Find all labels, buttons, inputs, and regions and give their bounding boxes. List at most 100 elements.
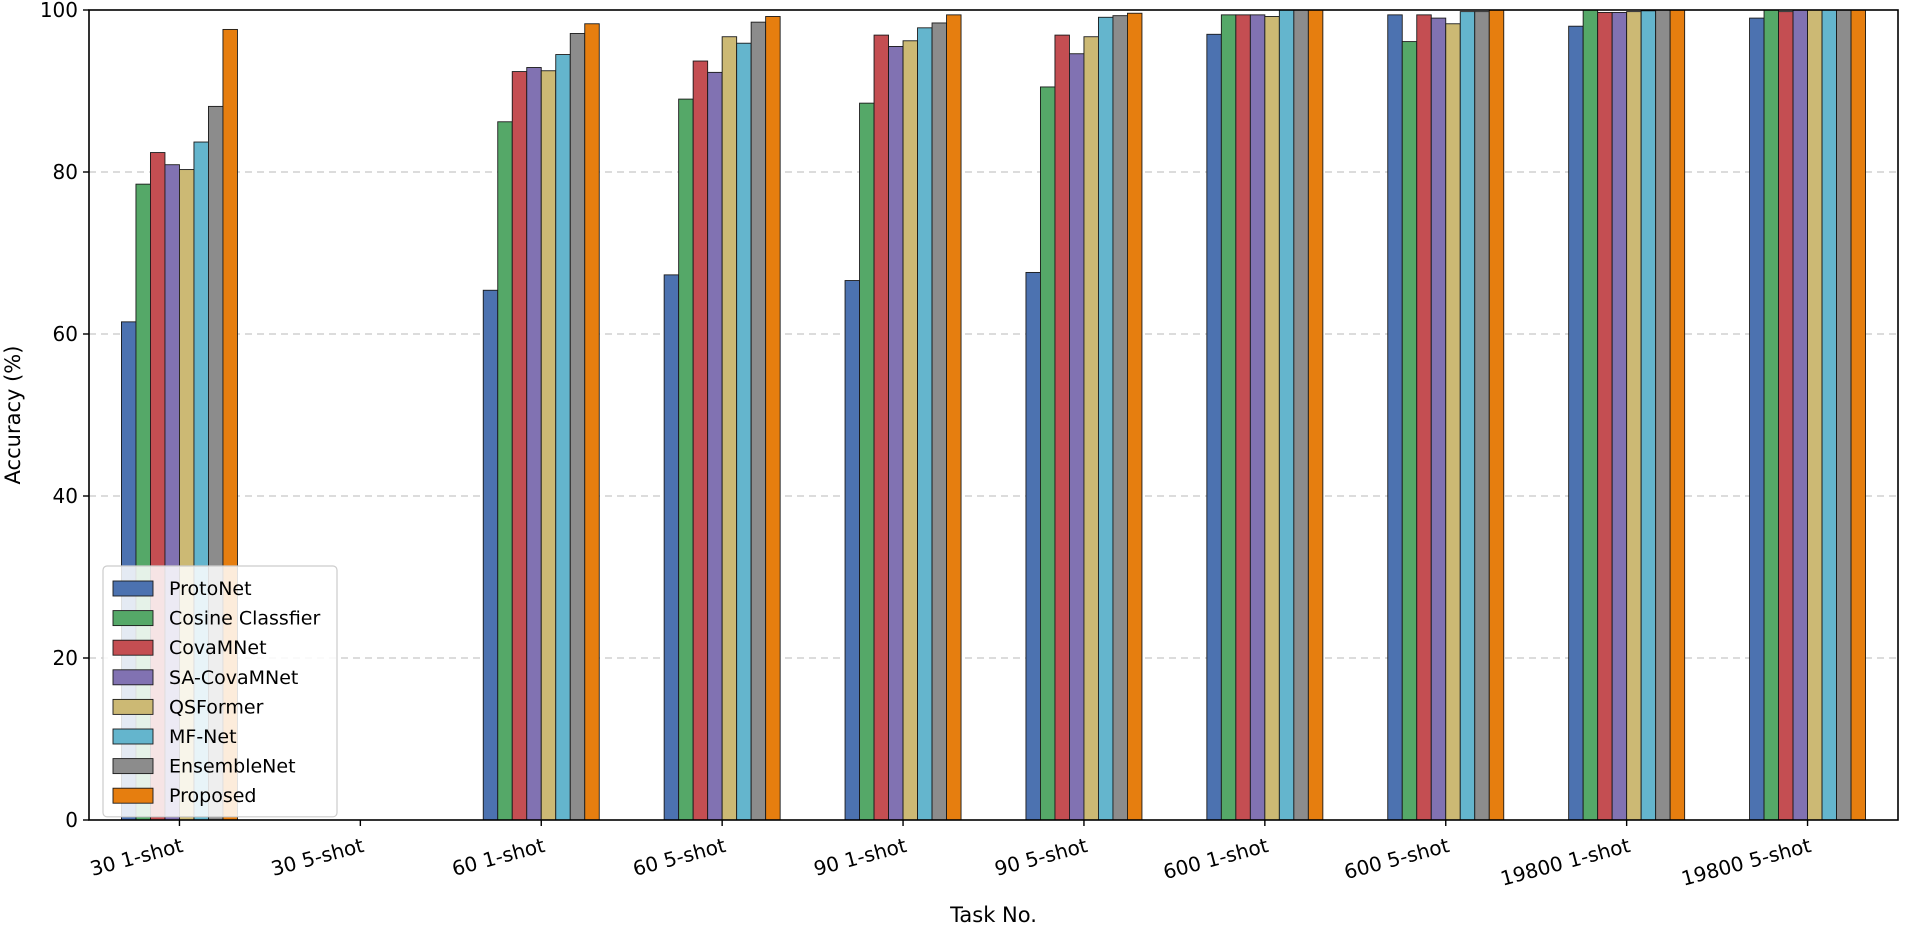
legend-label: QSFormer: [169, 696, 264, 718]
bar-cosine-classfier-3: [678, 98, 694, 821]
bar-protonet-2: [482, 289, 499, 821]
x-tick-label: 19800 5-shot: [1679, 833, 1814, 891]
bar-proposed-7: [1488, 9, 1505, 821]
bar-proposed-6: [1307, 9, 1324, 821]
bar-ensemblenet-6: [1293, 9, 1309, 821]
bar-mf-net-6: [1278, 9, 1295, 821]
bar-proposed-9: [1850, 9, 1867, 821]
plot-frame: [88, 9, 1899, 821]
x-axis: 30 1-shot 30 5-shot 60 1-shot 60 5-shot 90 1…: [88, 820, 1814, 891]
bar-qsformer-3: [721, 36, 738, 821]
x-tick-label: 90 1-shot: [811, 833, 909, 881]
legend-label: CovaMNet: [169, 637, 267, 659]
bar-qsformer-9: [1807, 9, 1823, 821]
y-axis: 0 20 40 60 80 100: [40, 0, 89, 832]
legend-label: MF-Net: [169, 726, 237, 748]
legend-label: EnsembleNet: [169, 756, 296, 778]
bar-protonet-8: [1568, 25, 1584, 821]
y-tick-label: 100: [40, 0, 78, 22]
bar-proposed-2: [584, 23, 600, 821]
bar-cosine-classfier-9: [1763, 9, 1780, 821]
bar-qsformer-7: [1445, 23, 1461, 821]
legend-label: Cosine Classfier: [169, 608, 320, 630]
y-tick-label: 0: [65, 808, 78, 832]
bar-protonet-6: [1206, 33, 1222, 821]
legend-swatch: [112, 728, 154, 745]
legend-swatch: [112, 669, 154, 686]
bar-mf-net-8: [1640, 10, 1657, 821]
bar-qsformer-5: [1083, 36, 1099, 821]
x-tick-label: 60 5-shot: [630, 833, 728, 881]
y-tick-label: 60: [53, 322, 78, 346]
y-tick-label: 80: [53, 160, 78, 184]
bar-ensemblenet-5: [1112, 15, 1128, 821]
bar-cosine-classfier-4: [859, 102, 875, 821]
x-tick-label: 19800 1-shot: [1498, 833, 1633, 891]
bar-qsformer-2: [540, 70, 557, 821]
bar-covamnet-8: [1597, 11, 1613, 821]
bar-covamnet-4: [873, 34, 889, 821]
bar-ensemblenet-7: [1474, 11, 1490, 821]
legend-swatch: [112, 698, 154, 715]
bar-mf-net-4: [917, 27, 933, 821]
bar-sa-covamnet-2: [526, 67, 542, 821]
bar-cosine-classfier-6: [1220, 14, 1237, 821]
bar-covamnet-7: [1416, 14, 1432, 821]
bar-proposed-5: [1126, 12, 1143, 821]
x-tick-label: 600 5-shot: [1342, 833, 1452, 884]
bar-sa-covamnet-6: [1249, 14, 1266, 821]
bar-proposed-3: [765, 16, 781, 821]
y-axis-label: Accuracy (%): [1, 346, 25, 485]
bar-sa-covamnet-5: [1068, 53, 1085, 821]
bar-proposed-8: [1669, 9, 1686, 821]
bar-ensemblenet-8: [1655, 9, 1671, 821]
legend-label: Proposed: [169, 785, 256, 807]
bar-sa-covamnet-9: [1792, 9, 1809, 821]
bar-sa-covamnet-7: [1430, 17, 1447, 821]
grid-layer: [89, 171, 1898, 659]
bar-mf-net-2: [555, 54, 571, 821]
bar-covamnet-6: [1235, 14, 1251, 821]
x-tick-label: 30 1-shot: [88, 833, 186, 881]
bar-qsformer-6: [1264, 16, 1280, 821]
bar-sa-covamnet-4: [888, 46, 904, 821]
legend-box: [102, 565, 338, 818]
bar-ensemblenet-3: [750, 21, 767, 821]
bar-covamnet-3: [692, 60, 709, 821]
bar-covamnet-9: [1778, 11, 1794, 821]
bar-mf-net-7: [1459, 11, 1476, 821]
x-tick-label: 90 5-shot: [992, 833, 1090, 881]
y-tick-label: 20: [53, 646, 78, 670]
bar-covamnet-5: [1054, 34, 1070, 821]
bar-mf-net-3: [736, 42, 752, 821]
bar-qsformer-8: [1626, 11, 1642, 821]
bar-protonet-7: [1387, 14, 1403, 821]
bar-covamnet-2: [511, 71, 528, 821]
legend-label: SA-CovaMNet: [169, 667, 298, 689]
bar-ensemblenet-9: [1836, 9, 1852, 821]
bars-layer: [120, 9, 1867, 821]
bar-protonet-5: [1025, 271, 1041, 821]
bar-mf-net-5: [1097, 16, 1114, 821]
legend-swatch: [112, 580, 154, 597]
bar-ensemblenet-2: [569, 33, 586, 821]
y-tick-label: 40: [53, 484, 78, 508]
legend-swatch: [112, 787, 154, 804]
x-axis-label: Task No.: [949, 903, 1037, 927]
legend-swatch: [112, 758, 154, 775]
x-tick-label: 30 5-shot: [268, 833, 366, 881]
bar-cosine-classfier-8: [1582, 9, 1599, 821]
bar-cosine-classfier-5: [1039, 86, 1056, 821]
legend: ProtoNet Cosine Classfier CovaMNet SA-CovaM…: [102, 565, 338, 818]
bar-protonet-4: [844, 280, 860, 821]
bar-protonet-9: [1749, 17, 1765, 821]
legend-label: ProtoNet: [169, 578, 252, 600]
legend-swatch: [112, 639, 154, 656]
legend-swatch: [112, 610, 154, 627]
bar-sa-covamnet-8: [1611, 11, 1628, 821]
bar-mf-net-9: [1821, 9, 1838, 821]
x-tick-label: 60 1-shot: [449, 833, 547, 881]
x-tick-label: 600 1-shot: [1161, 833, 1271, 884]
bar-cosine-classfier-2: [497, 121, 513, 821]
